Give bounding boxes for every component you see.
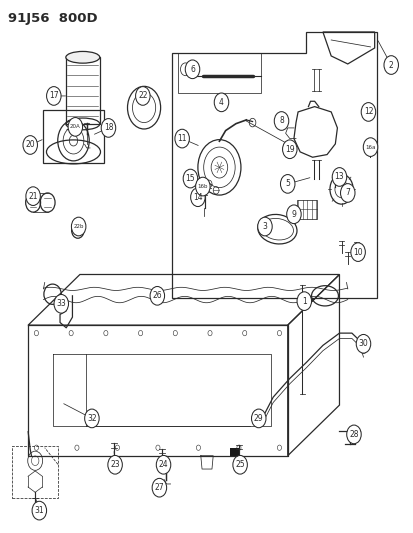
Text: 91J56  800D: 91J56 800D [8,12,97,25]
Circle shape [331,167,346,187]
Text: 21: 21 [28,192,38,200]
Text: 14: 14 [192,193,202,201]
Text: 3: 3 [262,222,267,231]
Text: 18: 18 [104,124,113,132]
Text: 23: 23 [110,461,120,469]
Text: 32: 32 [87,414,97,423]
Text: 22b: 22b [73,224,84,229]
Circle shape [107,455,122,474]
Text: 2: 2 [388,61,393,69]
Circle shape [195,177,209,196]
Circle shape [46,86,61,106]
Circle shape [54,294,69,313]
Text: 20: 20 [25,141,35,149]
Text: 5: 5 [285,180,290,188]
Text: 26: 26 [152,292,162,300]
Circle shape [355,335,370,353]
Circle shape [346,425,360,443]
Circle shape [282,140,297,159]
Circle shape [273,112,288,130]
Text: 25: 25 [235,461,244,469]
Circle shape [360,102,375,122]
Text: 6: 6 [190,65,195,74]
Polygon shape [229,448,240,456]
Bar [66,58,100,124]
Text: 30: 30 [358,340,368,348]
Circle shape [152,479,166,497]
Text: 19: 19 [284,145,294,154]
Circle shape [257,217,272,236]
Bar [297,200,316,219]
Text: 7: 7 [344,189,349,197]
Circle shape [150,287,164,305]
Text: 29: 29 [253,414,263,423]
Text: 12: 12 [363,108,372,116]
Circle shape [297,292,311,310]
Circle shape [286,205,300,224]
Circle shape [185,60,199,79]
Circle shape [232,455,247,474]
Circle shape [26,187,40,205]
Bar [43,110,103,163]
Circle shape [363,138,377,157]
Circle shape [190,188,205,206]
Text: 4: 4 [218,98,223,107]
Text: 27: 27 [154,483,164,492]
Circle shape [174,130,189,148]
Circle shape [101,119,116,137]
Text: 11: 11 [177,134,186,143]
Text: 10: 10 [352,248,362,256]
Text: 24: 24 [158,461,168,469]
Text: 22: 22 [138,92,147,100]
Circle shape [84,409,99,427]
Circle shape [214,93,228,111]
Circle shape [383,56,397,74]
Text: 15: 15 [185,174,195,183]
Circle shape [280,175,294,193]
Circle shape [251,409,265,427]
Text: 31: 31 [34,506,44,515]
Circle shape [23,136,37,155]
Text: 1: 1 [301,297,306,305]
Text: 16a: 16a [364,144,375,150]
Circle shape [32,501,46,520]
Text: 8: 8 [278,117,283,125]
Text: 17: 17 [49,92,59,100]
Text: 13: 13 [334,173,344,181]
Text: 28: 28 [349,430,358,439]
Circle shape [135,86,150,106]
Circle shape [71,217,86,236]
Ellipse shape [66,52,100,63]
Circle shape [68,118,83,136]
Circle shape [339,183,354,203]
Text: 9: 9 [291,210,296,219]
Circle shape [350,243,365,261]
Text: 33: 33 [56,300,66,308]
Circle shape [156,455,170,474]
Text: 16b: 16b [197,184,208,189]
Text: 20A: 20A [70,124,81,130]
Circle shape [183,169,197,188]
Bar [12,446,58,498]
